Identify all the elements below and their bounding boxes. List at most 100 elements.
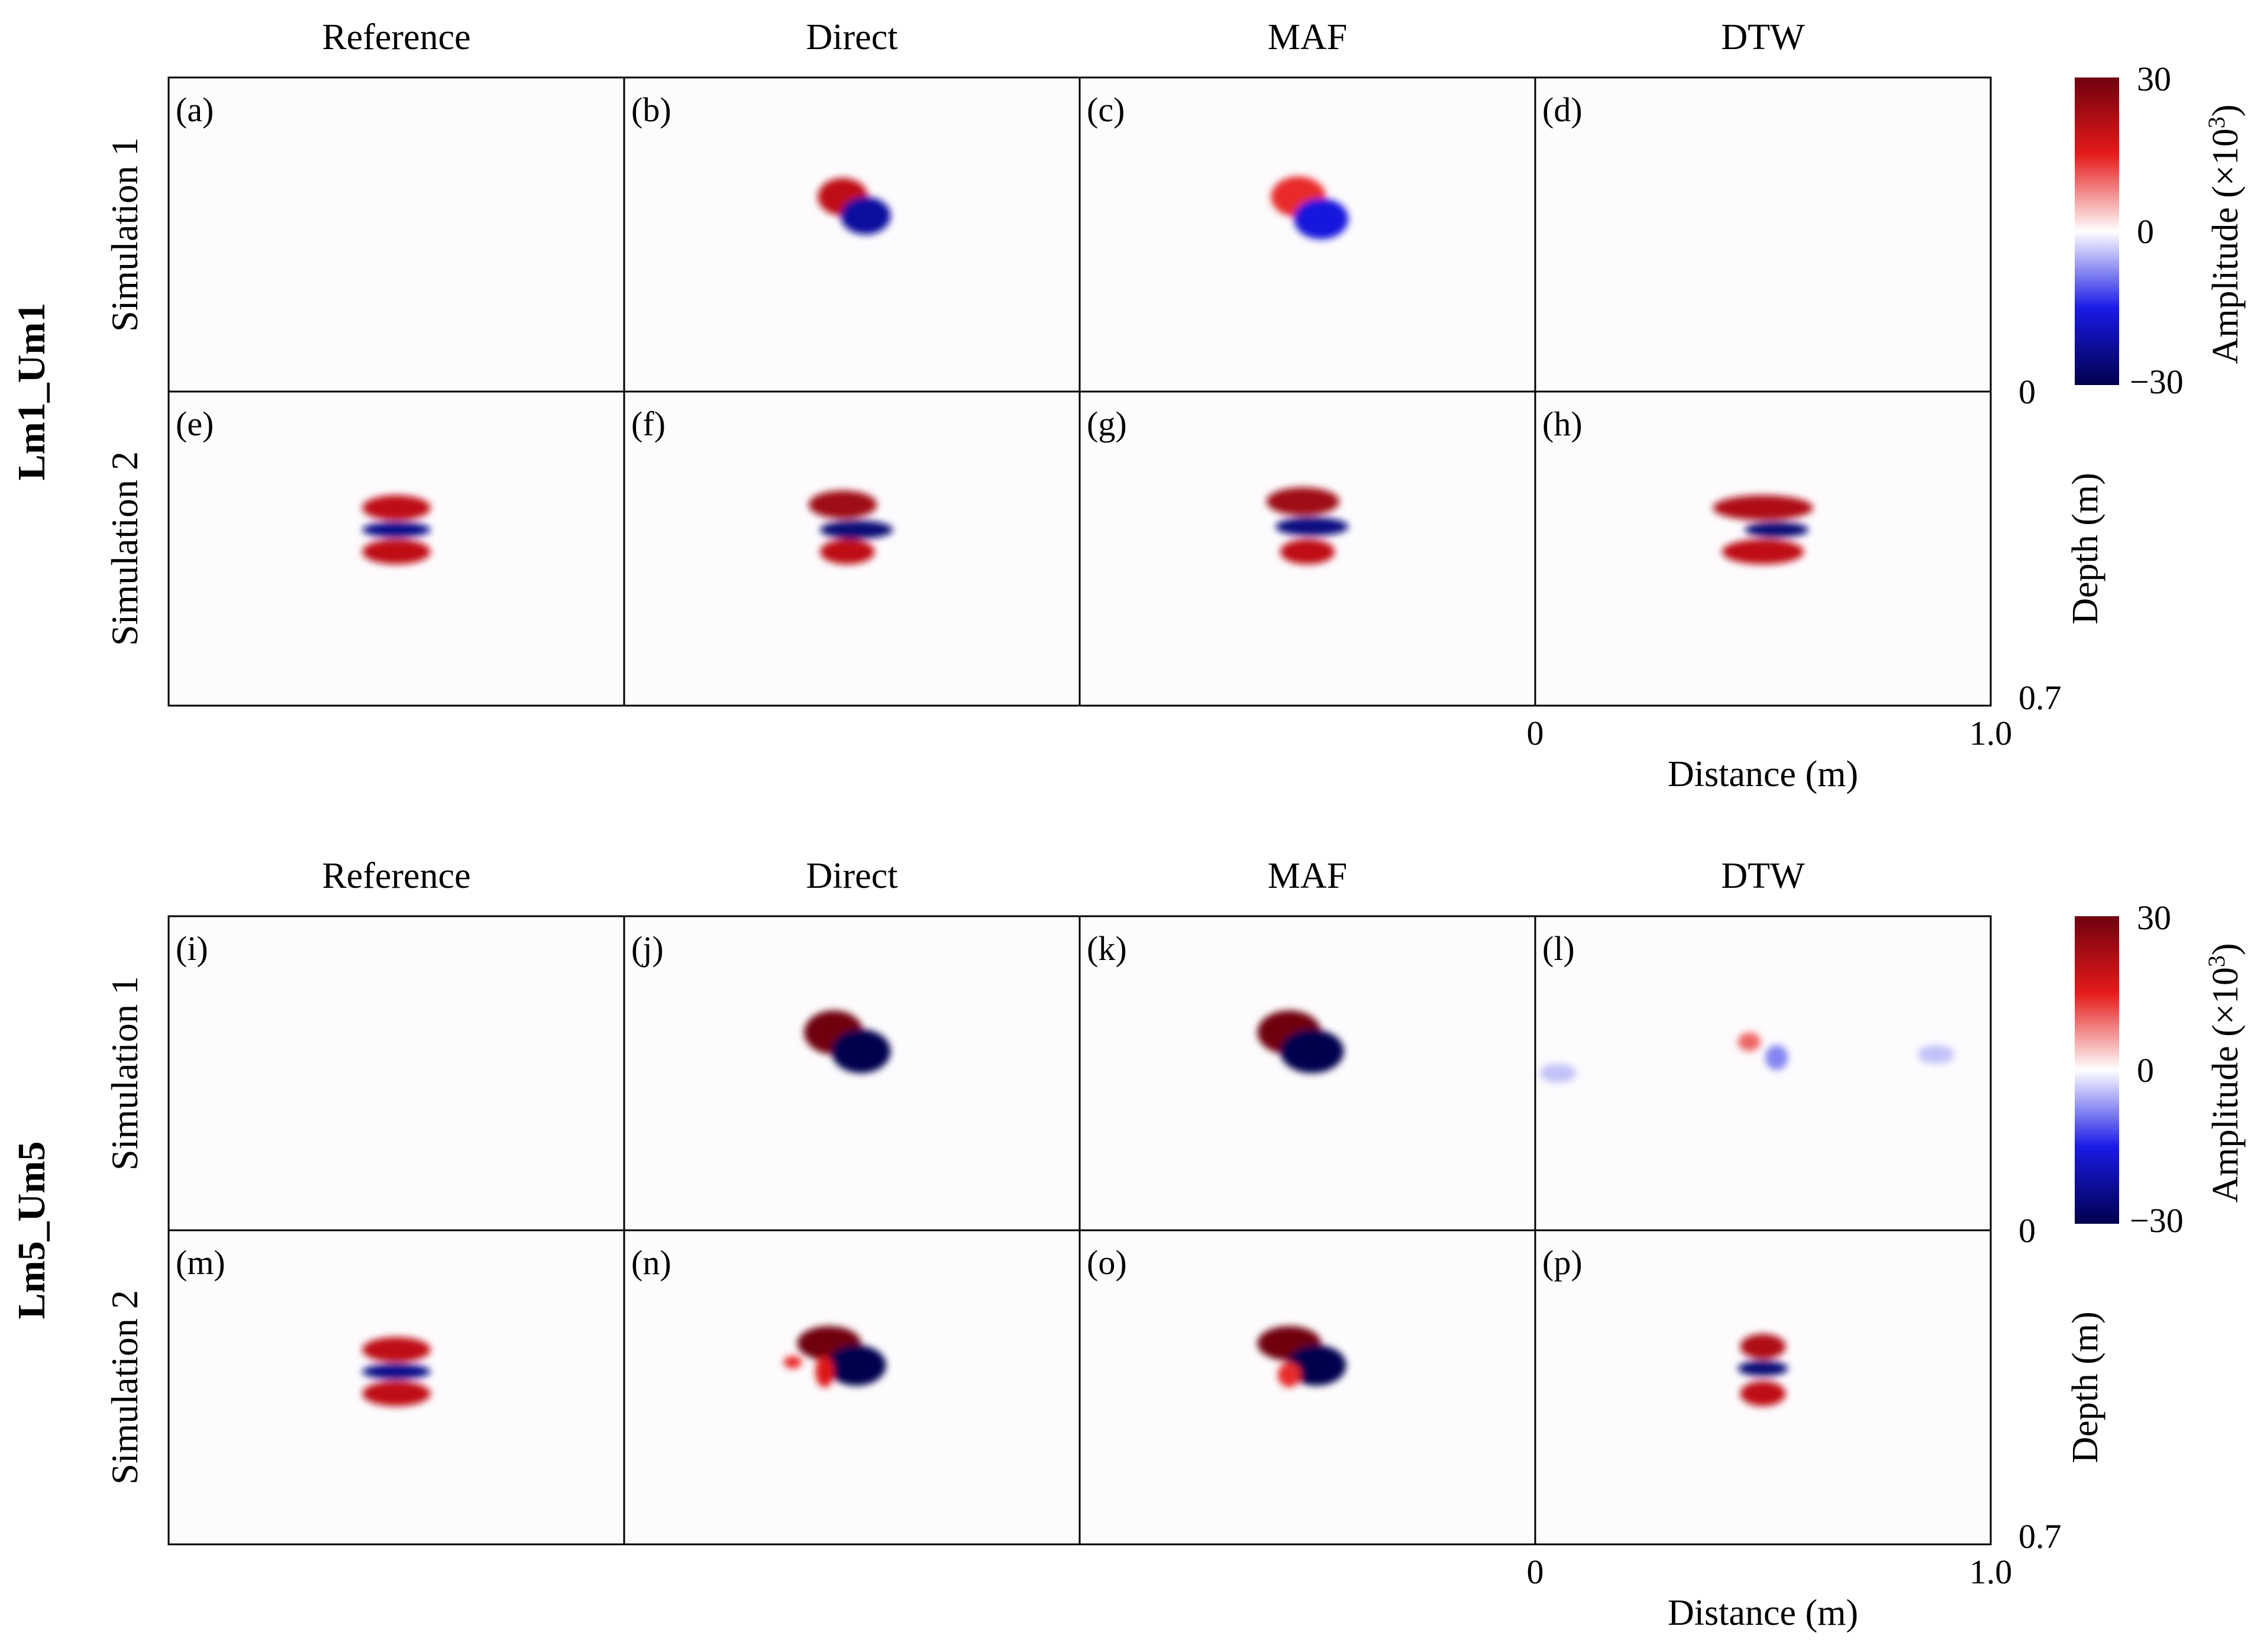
positive-amplitude-blob — [1713, 495, 1813, 521]
panel-label: (f) — [631, 405, 666, 443]
negative-amplitude-blob — [840, 196, 891, 235]
panel-background — [1535, 77, 1991, 392]
panel-group-lm5-um5: Reference Direct MAF DTW Lm5_Um5 Simulation 1… — [10, 856, 2246, 1633]
positive-amplitude-blob — [820, 539, 875, 565]
colorbar-tick-label: 0 — [2137, 212, 2154, 251]
amplitude-blobs — [1266, 487, 1349, 565]
heatmap-panel: (o) — [1080, 1230, 1535, 1544]
panel-label: (n) — [631, 1243, 671, 1282]
positive-amplitude-blob — [1277, 1362, 1301, 1388]
y-tick-label: 0.7 — [2019, 1517, 2062, 1556]
amplitude-blobs — [1713, 495, 1813, 565]
panel-label: (j) — [631, 929, 664, 968]
column-title: Direct — [806, 856, 898, 896]
colorbar-tick-label: 30 — [2137, 60, 2171, 98]
x-tick-label: 1.0 — [1969, 1553, 2013, 1591]
colorbar-title-superscript: 3 — [2203, 117, 2230, 128]
column-title: Reference — [322, 856, 470, 896]
negative-amplitude-blob — [831, 1029, 891, 1074]
positive-amplitude-blob — [1280, 539, 1335, 565]
y-axis-title: Depth (m) — [2065, 473, 2105, 625]
panel-label: (h) — [1542, 405, 1583, 443]
colorbar-title-main: Amplitude (×10 — [2205, 128, 2246, 364]
amplitude-blobs — [804, 1010, 891, 1074]
amplitude-blobs — [783, 1326, 886, 1388]
heatmap-panel: (k) — [1080, 916, 1535, 1230]
row-label: Simulation 2 — [104, 1290, 146, 1485]
column-title: Reference — [322, 17, 470, 57]
panel-label: (m) — [176, 1243, 225, 1282]
panel-group-lm1-um1: Reference Direct MAF DTW Lm1_Um1 Simulation 1… — [10, 17, 2246, 794]
negative-amplitude-blob — [1280, 1029, 1344, 1074]
negative-amplitude-blob — [362, 1363, 431, 1380]
row-label: Simulation 1 — [104, 137, 146, 332]
x-tick-label: 0 — [1527, 714, 1544, 752]
positive-amplitude-blob — [362, 1381, 431, 1407]
positive-amplitude-blob — [815, 1356, 834, 1388]
heatmap-panel: (f) — [624, 392, 1080, 706]
heatmap-panel: (m) — [169, 1230, 624, 1544]
heatmap-panel: (h) — [1535, 392, 1991, 706]
negative-amplitude-blob — [1738, 1360, 1788, 1376]
colorbar-tick-label: −30 — [2130, 363, 2184, 401]
heatmap-panel: (d) — [1535, 77, 1991, 392]
negative-amplitude-blob — [1745, 522, 1809, 538]
colorbar-tick-label: −30 — [2130, 1201, 2184, 1240]
colorbar-title-main: Amplitude (×10 — [2205, 967, 2246, 1202]
panel-label: (g) — [1087, 405, 1127, 443]
negative-amplitude-blob — [1539, 1063, 1577, 1083]
x-axis-title: Distance (m) — [1668, 754, 1858, 794]
positive-amplitude-blob — [1740, 1334, 1786, 1359]
heatmap-panel: (e) — [169, 392, 624, 706]
colorbar-tick-label: 30 — [2137, 898, 2171, 937]
heatmap-panel: (l) — [1535, 916, 1991, 1230]
positive-amplitude-blob — [362, 539, 431, 565]
panel-background — [624, 916, 1080, 1230]
heatmap-panel: (a) — [169, 77, 624, 392]
amplitude-blobs — [1257, 1326, 1346, 1388]
negative-amplitude-blob — [1293, 198, 1349, 240]
y-axis-title: Depth (m) — [2065, 1311, 2105, 1463]
x-tick-label: 0 — [1527, 1553, 1544, 1591]
panel-label: (e) — [176, 405, 214, 443]
x-axis-title: Distance (m) — [1668, 1593, 1858, 1633]
colorbar — [2075, 916, 2119, 1224]
heatmap-panel: (g) — [1080, 392, 1535, 706]
panel-label: (p) — [1542, 1243, 1583, 1282]
heatmap-panel: (i) — [169, 916, 624, 1230]
row-label: Simulation 2 — [104, 451, 146, 646]
colorbar-title-end: ) — [2205, 105, 2246, 117]
amplitude-blobs — [1257, 1010, 1344, 1074]
colorbar-title-end: ) — [2205, 943, 2246, 956]
colorbar-tick-label: 0 — [2137, 1051, 2154, 1090]
column-title: Direct — [806, 17, 898, 57]
group-label: Lm1_Um1 — [10, 303, 53, 481]
y-tick-label: 0 — [2019, 373, 2036, 411]
negative-amplitude-blob — [1287, 1344, 1346, 1386]
heatmap-panel: (p) — [1535, 1230, 1991, 1544]
panel-label: (a) — [176, 90, 214, 129]
amplitude-blobs — [808, 490, 893, 565]
amplitude-blobs — [1271, 176, 1349, 240]
y-tick-label: 0.7 — [2019, 678, 2062, 717]
panel-label: (l) — [1542, 929, 1575, 968]
panel-label: (c) — [1087, 90, 1125, 129]
heatmap-panel: (n) — [624, 1230, 1080, 1544]
panel-background — [1080, 916, 1535, 1230]
colorbar — [2075, 77, 2119, 385]
amplitude-blobs — [1738, 1334, 1788, 1407]
positive-amplitude-blob — [1738, 1032, 1761, 1052]
column-title: DTW — [1721, 17, 1805, 57]
group-label: Lm5_Um5 — [10, 1142, 53, 1320]
panel-grid — [167, 76, 1992, 707]
negative-amplitude-blob — [1917, 1045, 1955, 1064]
column-title: MAF — [1268, 17, 1347, 57]
panel-label: (d) — [1542, 90, 1583, 129]
positive-amplitude-blob — [808, 490, 877, 519]
amplitude-blobs — [818, 177, 891, 235]
panel-background — [624, 77, 1080, 392]
negative-amplitude-blob — [1275, 517, 1349, 536]
positive-amplitude-blob — [362, 495, 431, 521]
y-tick-label: 0 — [2019, 1211, 2036, 1250]
negative-amplitude-blob — [362, 522, 431, 538]
